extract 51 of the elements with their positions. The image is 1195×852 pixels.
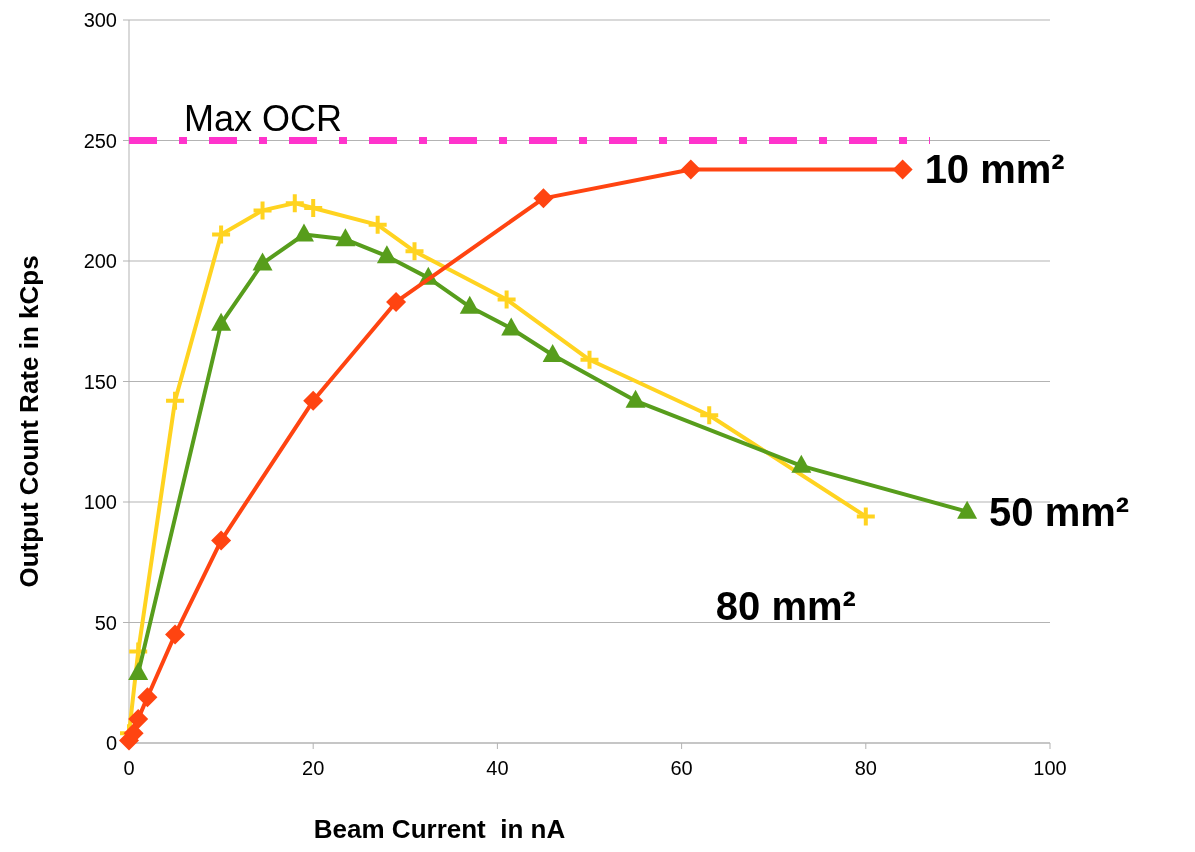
point: [791, 454, 812, 473]
y-tick-label: 50: [94, 611, 117, 634]
point: [368, 215, 387, 234]
point: [625, 389, 646, 408]
point: [680, 159, 701, 180]
point: [165, 624, 186, 645]
series-label: 10 mm²: [924, 147, 1065, 192]
point: [459, 295, 480, 314]
point: [892, 159, 913, 180]
point: [211, 530, 232, 551]
point: [137, 687, 158, 708]
series-label: 50 mm²: [989, 489, 1130, 534]
x-tick-label: 0: [123, 757, 135, 779]
point: [542, 343, 563, 362]
y-tick-label: 150: [83, 370, 117, 393]
y-tick-label: 0: [105, 732, 117, 754]
series-label: 80 mm²: [715, 584, 856, 629]
point: [501, 317, 522, 336]
point: [128, 708, 149, 729]
point: [533, 188, 554, 209]
point: [335, 228, 356, 247]
point: [497, 290, 516, 309]
point: [285, 194, 304, 213]
x-axis-title: Beam Current in nA: [313, 814, 566, 844]
ref-line-label: Max OCR: [184, 97, 343, 139]
point: [405, 242, 424, 261]
x-tick-label: 60: [670, 757, 693, 779]
point: [252, 252, 273, 271]
point: [128, 662, 149, 681]
point: [700, 406, 719, 425]
point: [211, 312, 232, 331]
x-tick-label: 20: [302, 757, 325, 779]
x-tick-label: 40: [486, 757, 509, 779]
point: [212, 225, 231, 244]
point: [293, 223, 314, 242]
y-tick-label: 300: [83, 9, 117, 31]
point: [303, 390, 324, 411]
point: [253, 201, 272, 220]
point: [856, 507, 875, 526]
x-tick-label: 80: [854, 757, 877, 779]
point: [166, 391, 185, 410]
point: [386, 291, 407, 312]
point: [304, 198, 323, 217]
point: [580, 350, 599, 369]
y-tick-label: 250: [83, 129, 117, 152]
x-tick-label: 100: [1033, 757, 1067, 779]
point: [957, 500, 978, 519]
y-axis-title: Output Count Rate in kCps: [14, 255, 44, 588]
y-tick-label: 100: [83, 491, 117, 513]
y-tick-label: 200: [83, 250, 117, 272]
point: [376, 245, 397, 264]
